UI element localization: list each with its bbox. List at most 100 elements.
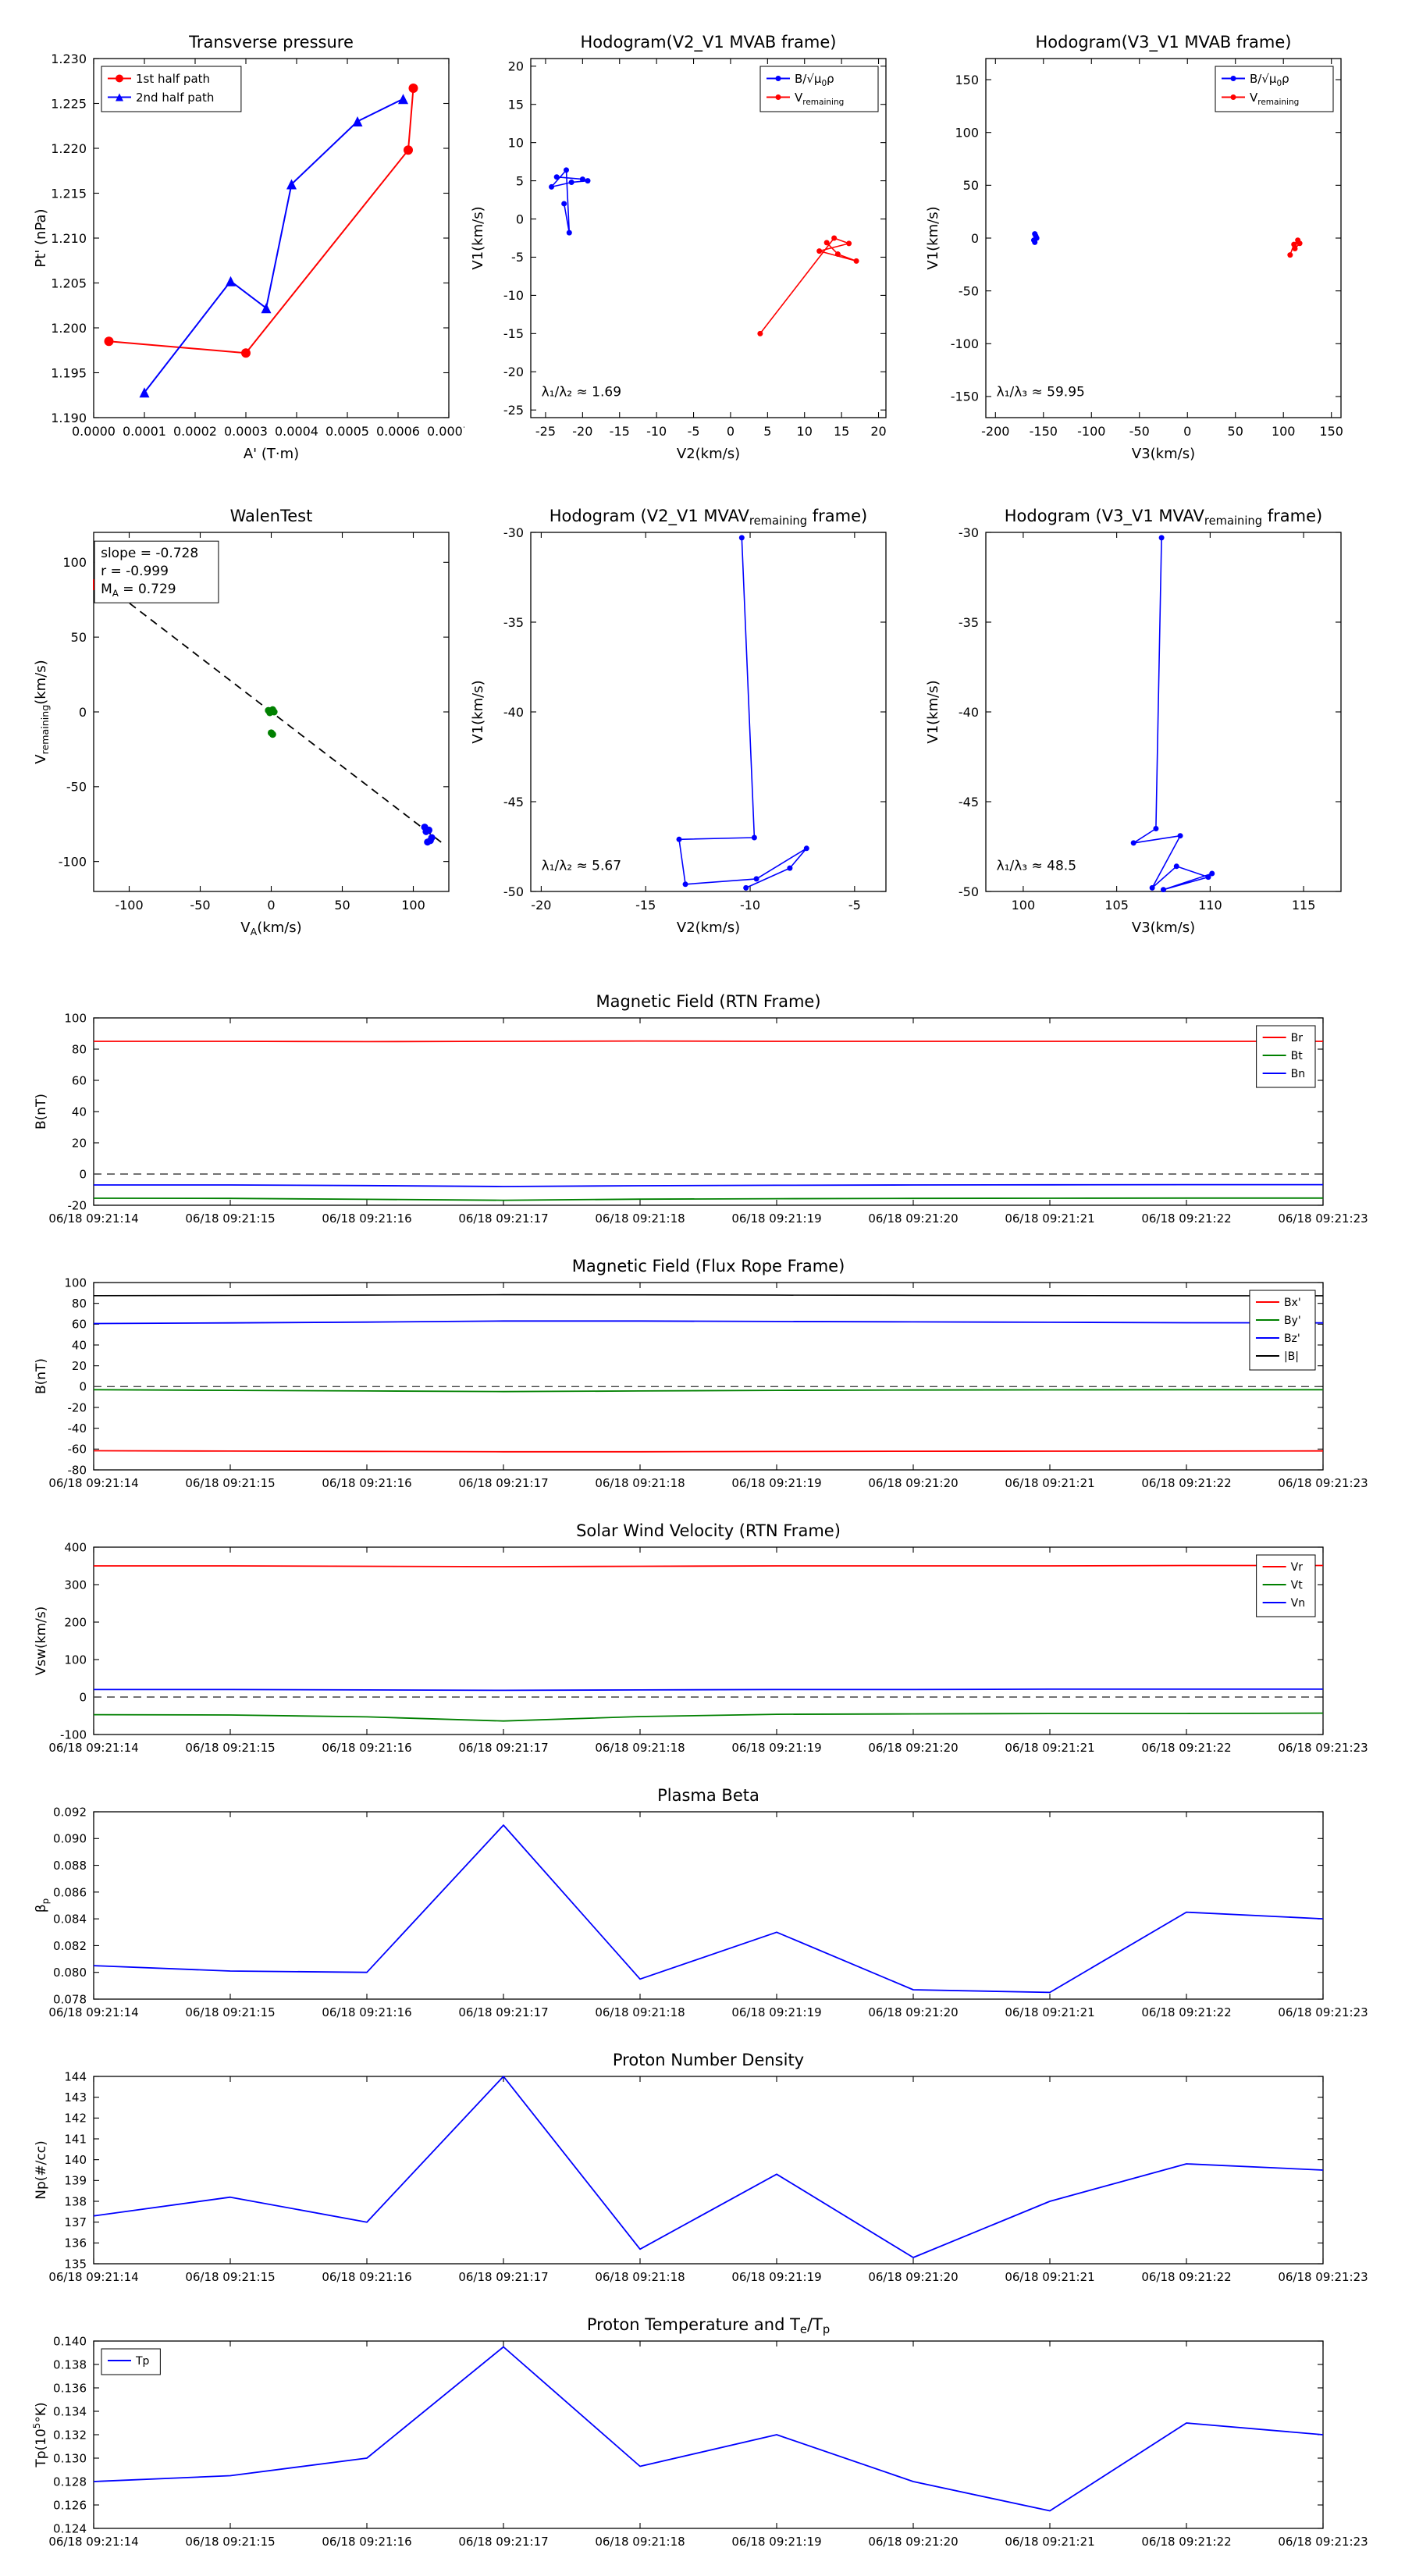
proton-number-density-chart: 06/18 09:21:14 06/18 09:21:15 06/18 09:21:… bbox=[16, 2044, 1389, 2305]
svg-text:-100: -100 bbox=[1077, 424, 1105, 439]
svg-text:V2(km/s): V2(km/s) bbox=[677, 446, 740, 462]
svg-text:06/18 09:21:17: 06/18 09:21:17 bbox=[458, 2005, 548, 2019]
svg-text:V3(km/s): V3(km/s) bbox=[1132, 920, 1195, 936]
transverse-title: Transverse pressure bbox=[188, 33, 354, 52]
svg-text:40: 40 bbox=[72, 1105, 87, 1119]
svg-text:0.0004: 0.0004 bbox=[275, 424, 318, 439]
svg-text:Vremaining(km/s): Vremaining(km/s) bbox=[33, 660, 51, 763]
b-rtn-series-br bbox=[94, 1040, 1323, 1043]
svg-text:Br: Br bbox=[1291, 1032, 1304, 1044]
svg-text:06/18 09:21:15: 06/18 09:21:15 bbox=[185, 1741, 275, 1755]
svg-text:-25: -25 bbox=[503, 403, 524, 418]
svg-text:06/18 09:21:17: 06/18 09:21:17 bbox=[458, 1741, 548, 1755]
svg-text:-100: -100 bbox=[115, 898, 143, 913]
svg-text:1.230: 1.230 bbox=[51, 52, 87, 66]
hodo-v3v1-mvav-plot: 100 105 110 115 -50 -45 -40 -35 -30 Hodogram (V3_… bbox=[925, 507, 1342, 936]
beta-title: Plasma Beta bbox=[657, 1786, 759, 1805]
tp-series-tp bbox=[93, 2346, 1324, 2512]
svg-text:0: 0 bbox=[79, 1380, 87, 1394]
svg-text:B/√μ0ρ: B/√μ0ρ bbox=[795, 72, 834, 88]
b-rtn-plot: 06/18 09:21:14 06/18 09:21:15 06/18 09:21:… bbox=[34, 992, 1368, 1226]
svg-text:06/18 09:21:16: 06/18 09:21:16 bbox=[322, 1741, 411, 1755]
tp-legend: Tp bbox=[101, 2348, 161, 2375]
svg-text:06/18 09:21:19: 06/18 09:21:19 bbox=[731, 2535, 821, 2549]
svg-text:B/√μ0ρ: B/√μ0ρ bbox=[1250, 72, 1289, 88]
svg-text:06/18 09:21:20: 06/18 09:21:20 bbox=[868, 2005, 958, 2019]
b-rtn-series-bn bbox=[94, 1183, 1323, 1187]
svg-text:-40: -40 bbox=[503, 705, 524, 720]
svg-text:-60: -60 bbox=[68, 1443, 87, 1457]
svg-text:06/18 09:21:20: 06/18 09:21:20 bbox=[868, 2535, 958, 2549]
svg-text:0.086: 0.086 bbox=[53, 1885, 87, 1899]
svg-text:-30: -30 bbox=[959, 525, 979, 540]
svg-text:-20: -20 bbox=[572, 424, 592, 439]
svg-text:-20: -20 bbox=[503, 365, 524, 379]
svg-text:50: 50 bbox=[71, 630, 87, 645]
b-fluxrope-series-bz- bbox=[93, 1320, 1324, 1325]
svg-text:06/18 09:21:21: 06/18 09:21:21 bbox=[1005, 1741, 1094, 1755]
hodo-v2v1-mvab-legend: B/√μ0ρ Vremaining bbox=[759, 66, 879, 112]
svg-text:06/18 09:21:17: 06/18 09:21:17 bbox=[458, 1476, 548, 1490]
svg-text:Vremaining: Vremaining bbox=[1250, 91, 1299, 107]
svg-text:0: 0 bbox=[79, 705, 87, 720]
svg-text:0: 0 bbox=[79, 1690, 87, 1704]
svg-text:143: 143 bbox=[64, 2090, 87, 2105]
walen-plot: -100 -50 0 50 100 -100 -50 0 50 100 WalenTest VA(km… bbox=[33, 507, 450, 938]
np-plot: 06/18 09:21:14 06/18 09:21:15 06/18 09:21:… bbox=[34, 2051, 1368, 2284]
svg-text:50: 50 bbox=[1228, 424, 1243, 439]
svg-text:137: 137 bbox=[64, 2215, 87, 2229]
hodo-v2v1-mvab-series-b-0- bbox=[549, 167, 591, 236]
svg-text:0.078: 0.078 bbox=[53, 1992, 87, 2006]
svg-text:λ₁/λ₃ ≈ 59.95: λ₁/λ₃ ≈ 59.95 bbox=[997, 384, 1085, 400]
svg-text:06/18 09:21:14: 06/18 09:21:14 bbox=[48, 1476, 138, 1490]
np-title: Proton Number Density bbox=[613, 2051, 804, 2069]
svg-text:06/18 09:21:16: 06/18 09:21:16 bbox=[322, 1212, 411, 1226]
svg-text:141: 141 bbox=[64, 2132, 87, 2146]
svg-text:MA = 0.729: MA = 0.729 bbox=[101, 582, 176, 599]
svg-text:λ₁/λ₃ ≈ 48.5: λ₁/λ₃ ≈ 48.5 bbox=[997, 858, 1076, 873]
svg-text:06/18 09:21:15: 06/18 09:21:15 bbox=[185, 2005, 275, 2019]
svg-text:-100: -100 bbox=[59, 854, 87, 869]
svg-text:-40: -40 bbox=[959, 705, 979, 720]
tp-plot: 06/18 09:21:14 06/18 09:21:15 06/18 09:21:… bbox=[31, 2315, 1368, 2549]
svg-text:0.090: 0.090 bbox=[53, 1832, 87, 1846]
hodo-v2v1-mvab-series-v-remaining- bbox=[757, 235, 859, 336]
svg-text:0.082: 0.082 bbox=[53, 1939, 87, 1953]
svg-text:142: 142 bbox=[64, 2112, 87, 2126]
svg-text:0.128: 0.128 bbox=[53, 2475, 87, 2489]
svg-text:06/18 09:21:18: 06/18 09:21:18 bbox=[595, 2535, 685, 2549]
svg-text:V1(km/s): V1(km/s) bbox=[925, 680, 941, 743]
walen-test-chart: -100 -50 0 50 100 -100 -50 0 50 100 WalenTest VA(km… bbox=[20, 486, 464, 958]
svg-text:V1(km/s): V1(km/s) bbox=[470, 206, 486, 269]
svg-text:06/18 09:21:19: 06/18 09:21:19 bbox=[731, 1741, 821, 1755]
svg-text:06/18 09:21:20: 06/18 09:21:20 bbox=[868, 1212, 958, 1226]
svg-text:06/18 09:21:21: 06/18 09:21:21 bbox=[1005, 2270, 1094, 2284]
b-rtn-legend: Br Bt Bn bbox=[1256, 1025, 1316, 1088]
svg-text:1.225: 1.225 bbox=[51, 96, 87, 111]
svg-text:-5: -5 bbox=[688, 424, 700, 439]
svg-text:100: 100 bbox=[64, 1276, 87, 1290]
svg-text:-30: -30 bbox=[503, 525, 524, 540]
vsw-rtn-series-vn bbox=[94, 1688, 1323, 1692]
svg-text:-100: -100 bbox=[60, 1727, 87, 1742]
svg-text:06/18 09:21:19: 06/18 09:21:19 bbox=[731, 1476, 821, 1490]
svg-text:06/18 09:21:15: 06/18 09:21:15 bbox=[185, 1212, 275, 1226]
svg-text:110: 110 bbox=[1198, 898, 1222, 913]
svg-text:1.190: 1.190 bbox=[51, 411, 87, 425]
hodo-v3v1-mvab-plot: -200 -150 -100 -50 0 50 100 150 -150 -100 -50 0 50 10… bbox=[925, 33, 1343, 462]
svg-text:A' (T·m): A' (T·m) bbox=[244, 446, 299, 462]
walen-series-second-half bbox=[421, 824, 436, 846]
svg-text:0.0007: 0.0007 bbox=[427, 424, 464, 439]
svg-text:80: 80 bbox=[72, 1297, 87, 1311]
vsw-rtn-series-vr bbox=[94, 1564, 1323, 1567]
svg-text:06/18 09:21:17: 06/18 09:21:17 bbox=[458, 1212, 548, 1226]
svg-text:06/18 09:21:23: 06/18 09:21:23 bbox=[1278, 2005, 1368, 2019]
svg-text:105: 105 bbox=[1104, 898, 1129, 913]
svg-text:0.092: 0.092 bbox=[53, 1805, 87, 1819]
svg-text:20: 20 bbox=[870, 424, 886, 439]
svg-text:-20: -20 bbox=[68, 1198, 87, 1212]
svg-text:-50: -50 bbox=[190, 898, 210, 913]
hodo-v3v1-mvab-legend: B/√μ0ρ Vremaining bbox=[1215, 66, 1334, 112]
svg-text:0.0006: 0.0006 bbox=[376, 424, 420, 439]
hodo-v2v1-mvav-plot: -20 -15 -10 -5 -50 -45 -40 -35 -30 Hodogram (V2_V… bbox=[470, 507, 887, 936]
